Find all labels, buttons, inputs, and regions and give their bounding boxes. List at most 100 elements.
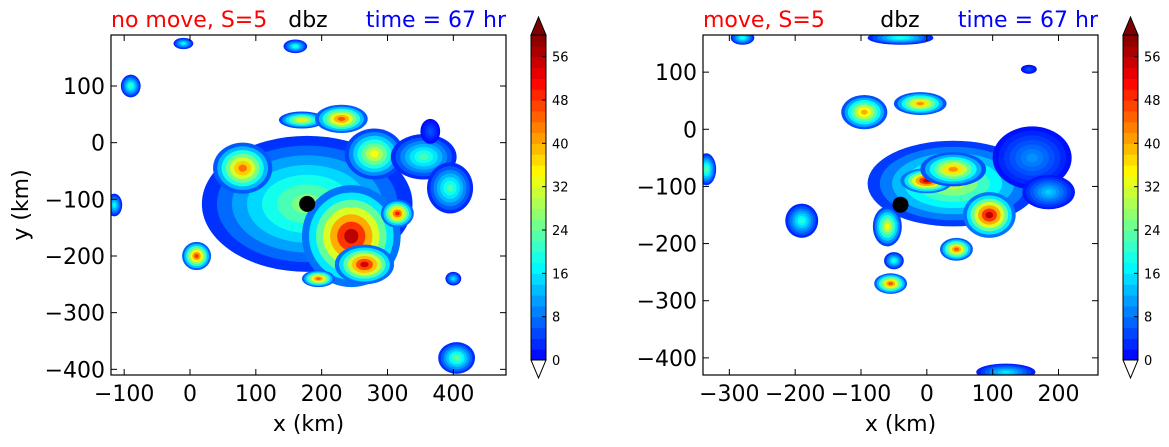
colorbar-tick-label: 48 — [1144, 94, 1161, 109]
contour-level — [298, 118, 306, 122]
contour-level — [293, 45, 298, 48]
colorbar-segment — [1123, 338, 1138, 350]
echo-cell — [1020, 64, 1037, 74]
reflectivity-field — [703, 35, 1075, 375]
y-tick-label: −100 — [45, 188, 105, 213]
colorbar-segment — [1123, 305, 1138, 318]
right-panel: move, S=5 dbz time = 67 hr −300 −200 −100 0… — [637, 8, 1161, 437]
x-tick-label: −100 — [94, 382, 154, 407]
y-tick-label: −100 — [637, 175, 697, 200]
x-tick-label: 0 — [920, 382, 934, 407]
contour-level — [316, 277, 321, 280]
echo-cell — [213, 142, 273, 194]
contour-level — [1027, 68, 1031, 71]
colorbar-tick-label: 24 — [552, 224, 569, 239]
colorbar-frame — [530, 34, 547, 361]
y-axis: 100 0 −100 −200 −300 −400 — [637, 61, 1098, 372]
colorbar-segment — [1123, 349, 1138, 361]
colorbar-segment — [531, 186, 546, 199]
echo-cell — [874, 273, 908, 294]
contour-level — [1001, 370, 1011, 374]
colorbar-extend-min — [530, 359, 547, 380]
colorbar-tick-label: 32 — [552, 181, 569, 196]
plot-frame — [110, 34, 507, 376]
echo-cell — [730, 35, 755, 45]
colorbar-segment — [531, 240, 546, 253]
contour-level — [452, 277, 455, 280]
colorbar-tick-label: 56 — [552, 51, 569, 66]
contour-level — [948, 166, 958, 172]
colorbar-segment — [531, 197, 546, 209]
colorbar-tick-label: 32 — [1144, 181, 1161, 196]
plot-area — [703, 35, 1098, 375]
contour-level — [895, 36, 906, 39]
colorbar-segment — [531, 100, 546, 112]
contour-level — [395, 211, 400, 216]
title-left: move, S=5 — [703, 8, 825, 33]
x-tick-label: 100 — [972, 382, 1014, 407]
colorbar-segment — [1123, 143, 1138, 155]
echo-cell — [120, 74, 141, 98]
echo-cell — [301, 270, 335, 288]
title-center: dbz — [880, 8, 919, 33]
y-tick-label: 100 — [63, 75, 105, 100]
y-tick-label: −400 — [45, 358, 105, 383]
colorbar-segment — [1123, 197, 1138, 209]
colorbar-tick-label: 16 — [552, 267, 569, 282]
echo-cell — [173, 37, 194, 50]
colorbar-frame — [1122, 34, 1139, 361]
x-axis: −100 0 100 200 300 400 — [94, 35, 474, 407]
colorbar-tick-label: 0 — [552, 354, 560, 369]
colorbar-segment — [531, 208, 546, 220]
contour-level — [954, 247, 959, 251]
x-tick-label: −100 — [831, 382, 891, 407]
echo-cell — [420, 118, 441, 144]
contour-level — [360, 261, 369, 268]
echo-cell — [963, 192, 1016, 238]
contour-level — [419, 153, 429, 161]
colorbar-segment — [531, 327, 546, 339]
contour-level — [370, 150, 379, 158]
colorbar-segment — [531, 262, 546, 274]
contour-level — [194, 253, 199, 259]
echo-cell — [380, 199, 414, 228]
x-axis: −300 −200 −100 0 100 200 — [699, 35, 1080, 407]
colorbar-segment — [531, 219, 546, 231]
colorbar-tick-label: 0 — [1144, 354, 1152, 369]
colorbar-segment — [1123, 230, 1138, 242]
y-tick-label: −200 — [637, 233, 697, 258]
colorbar-tick-label: 24 — [1144, 224, 1161, 239]
x-tick-label: 100 — [235, 382, 277, 407]
colorbar-segment — [1123, 67, 1138, 79]
contour-level — [113, 203, 116, 207]
colorbar-segment — [1123, 262, 1138, 274]
colorbar-segment — [1123, 154, 1138, 166]
contour-level — [344, 228, 359, 244]
colorbar-tick-label: 40 — [552, 137, 569, 152]
y-tick-label: 100 — [655, 61, 697, 86]
y-tick-label: −300 — [637, 290, 697, 315]
contour-level — [799, 218, 805, 224]
contour-level — [1026, 153, 1038, 163]
y-tick-label: −300 — [45, 302, 105, 327]
colorbar-segment — [1123, 35, 1138, 47]
panel-title: move, S=5 dbz time = 67 hr — [703, 8, 1099, 33]
colorbar-segment — [1123, 251, 1138, 264]
echo-cell — [992, 126, 1072, 190]
colorbar-segment — [1123, 100, 1138, 112]
colorbar-segment — [531, 35, 546, 47]
title-right: time = 67 hr — [958, 8, 1099, 33]
x-tick-label: 200 — [1038, 382, 1080, 407]
y-axis: 100 0 −100 −200 −300 −400 — [45, 75, 506, 383]
colorbar-segment — [1123, 110, 1138, 123]
echo-cell — [867, 35, 934, 45]
title-left: no move, S=5 — [111, 8, 267, 33]
colorbar-segment — [531, 121, 546, 134]
colorbar-segment — [531, 89, 546, 101]
colorbar-segment — [1123, 132, 1138, 144]
contour-level — [888, 282, 893, 286]
contour-level — [704, 167, 708, 172]
plot-frame — [702, 34, 1099, 376]
y-tick-label: −400 — [637, 347, 697, 372]
